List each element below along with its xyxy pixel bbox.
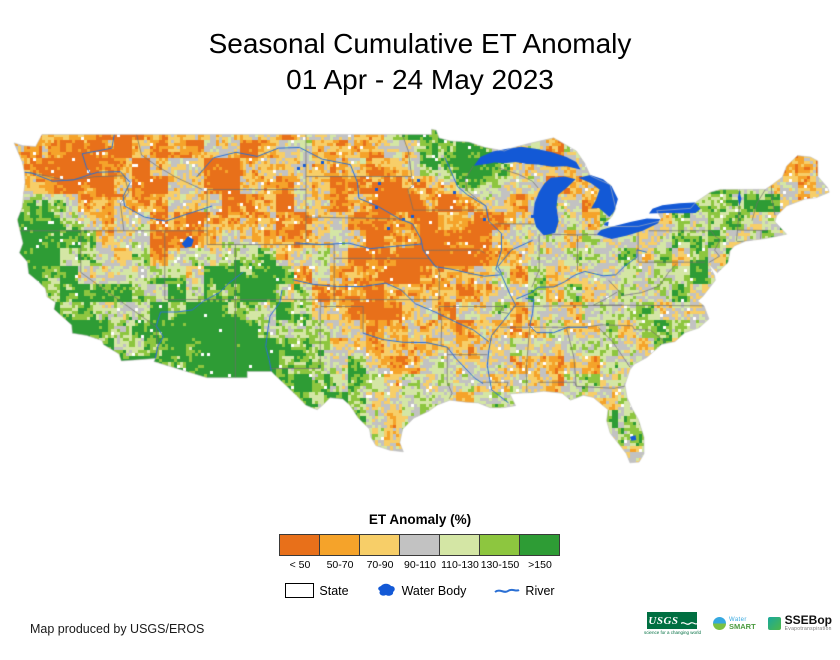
legend-class-label: < 50 xyxy=(289,559,311,571)
ssebop-name: SSEBop xyxy=(784,613,832,628)
us-et-anomaly-map xyxy=(6,122,836,480)
state-outline-symbol xyxy=(285,583,315,598)
usgs-wave-icon xyxy=(680,621,697,625)
water-body-label: Water Body xyxy=(401,583,467,598)
usgs-logo-box: USGS xyxy=(647,612,698,629)
ssebop-subtext: Evapotranspiration xyxy=(784,626,832,633)
river-label: River xyxy=(525,583,555,598)
map-credit: Map produced by USGS/EROS xyxy=(30,622,205,636)
legend-class-swatch xyxy=(359,534,400,556)
legend-class: < 50 xyxy=(279,534,320,571)
map-title-line2: 01 Apr - 24 May 2023 xyxy=(286,64,554,95)
legend-class: >150 xyxy=(519,534,560,571)
map-title: Seasonal Cumulative ET Anomaly 01 Apr - … xyxy=(0,26,840,98)
ssebop-icon xyxy=(767,617,781,630)
legend-class-swatch xyxy=(279,534,320,556)
water-body-icon xyxy=(377,583,395,596)
usgs-logo-text: USGS xyxy=(648,614,679,627)
legend-class-label: 130-150 xyxy=(480,559,520,571)
us-map-canvas xyxy=(6,122,836,480)
watersmart-text-bottom: SMART xyxy=(728,621,756,631)
legend-class-label: >150 xyxy=(528,559,552,571)
legend-class-label: 50-70 xyxy=(326,559,354,571)
legend-class-swatch xyxy=(319,534,360,556)
legend-class: 130-150 xyxy=(479,534,520,571)
legend-colorbar: < 50 50-70 70-90 90-110 110-130 130-150 >150 xyxy=(279,534,560,571)
ssebop-logo: SSEBop Evapotranspiration xyxy=(767,613,832,633)
state-label: State xyxy=(319,583,349,598)
usgs-logo: USGS science for a changing world xyxy=(644,612,701,635)
legend-class-label: 70-90 xyxy=(366,559,394,571)
legend-class-swatch xyxy=(479,534,520,556)
legend-title: ET Anomaly (%) xyxy=(368,512,472,527)
watersmart-text: Water SMART xyxy=(729,617,756,631)
watersmart-icon xyxy=(712,617,726,630)
watersmart-logo: Water SMART xyxy=(712,617,756,631)
watersmart-text-top: Water xyxy=(728,616,747,623)
legend-class-swatch xyxy=(519,534,560,556)
map-symbols-legend: State Water Body River xyxy=(285,583,555,598)
footer-logos: USGS science for a changing world Water … xyxy=(644,612,832,635)
water-body-blob xyxy=(377,583,395,596)
legend-class: 70-90 xyxy=(359,534,400,571)
legend-item-water-body: Water Body xyxy=(377,583,467,598)
map-title-line1: Seasonal Cumulative ET Anomaly xyxy=(208,28,632,59)
ssebop-text: SSEBop Evapotranspiration xyxy=(784,613,832,633)
legend-class: 90-110 xyxy=(399,534,440,571)
river-line xyxy=(494,588,520,593)
legend-class-label: 90-110 xyxy=(404,559,436,571)
legend-class: 50-70 xyxy=(319,534,360,571)
river-icon xyxy=(494,588,520,593)
legend-item-river: River xyxy=(494,583,555,598)
usgs-tagline: science for a changing world xyxy=(643,630,701,635)
legend-item-state: State xyxy=(285,583,349,598)
legend-class-label: 110-130 xyxy=(441,559,479,571)
legend-class-swatch xyxy=(399,534,440,556)
legend-class: 110-130 xyxy=(439,534,480,571)
legend-class-swatch xyxy=(439,534,480,556)
map-legend: ET Anomaly (%) < 50 50-70 70-90 90-110 110-1… xyxy=(0,512,840,598)
